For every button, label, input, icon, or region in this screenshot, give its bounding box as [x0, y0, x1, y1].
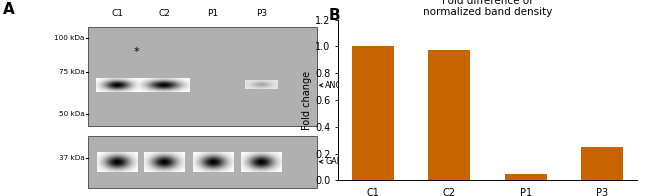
Text: 37 kDa: 37 kDa — [58, 155, 84, 161]
Text: P1: P1 — [207, 9, 218, 18]
Bar — [428, 50, 470, 180]
Text: A: A — [3, 2, 15, 17]
Title: Fold difference of
normalized band density: Fold difference of normalized band densi… — [422, 0, 552, 17]
Bar — [505, 174, 547, 180]
Text: *: * — [134, 47, 139, 57]
Text: P3: P3 — [256, 9, 267, 18]
Bar — [352, 46, 394, 180]
Text: B: B — [328, 8, 340, 23]
Text: ANO10: ANO10 — [325, 81, 353, 90]
Text: 50 kDa: 50 kDa — [58, 111, 84, 117]
Text: C1: C1 — [111, 9, 123, 18]
Text: GAPDH: GAPDH — [325, 157, 354, 166]
Text: 100 kDa: 100 kDa — [54, 35, 84, 41]
Text: C2: C2 — [158, 9, 170, 18]
Bar — [581, 147, 623, 180]
Text: 75 kDa: 75 kDa — [58, 69, 84, 74]
Bar — [88, 27, 317, 126]
Y-axis label: Fold change: Fold change — [302, 70, 312, 130]
Bar — [88, 136, 317, 188]
